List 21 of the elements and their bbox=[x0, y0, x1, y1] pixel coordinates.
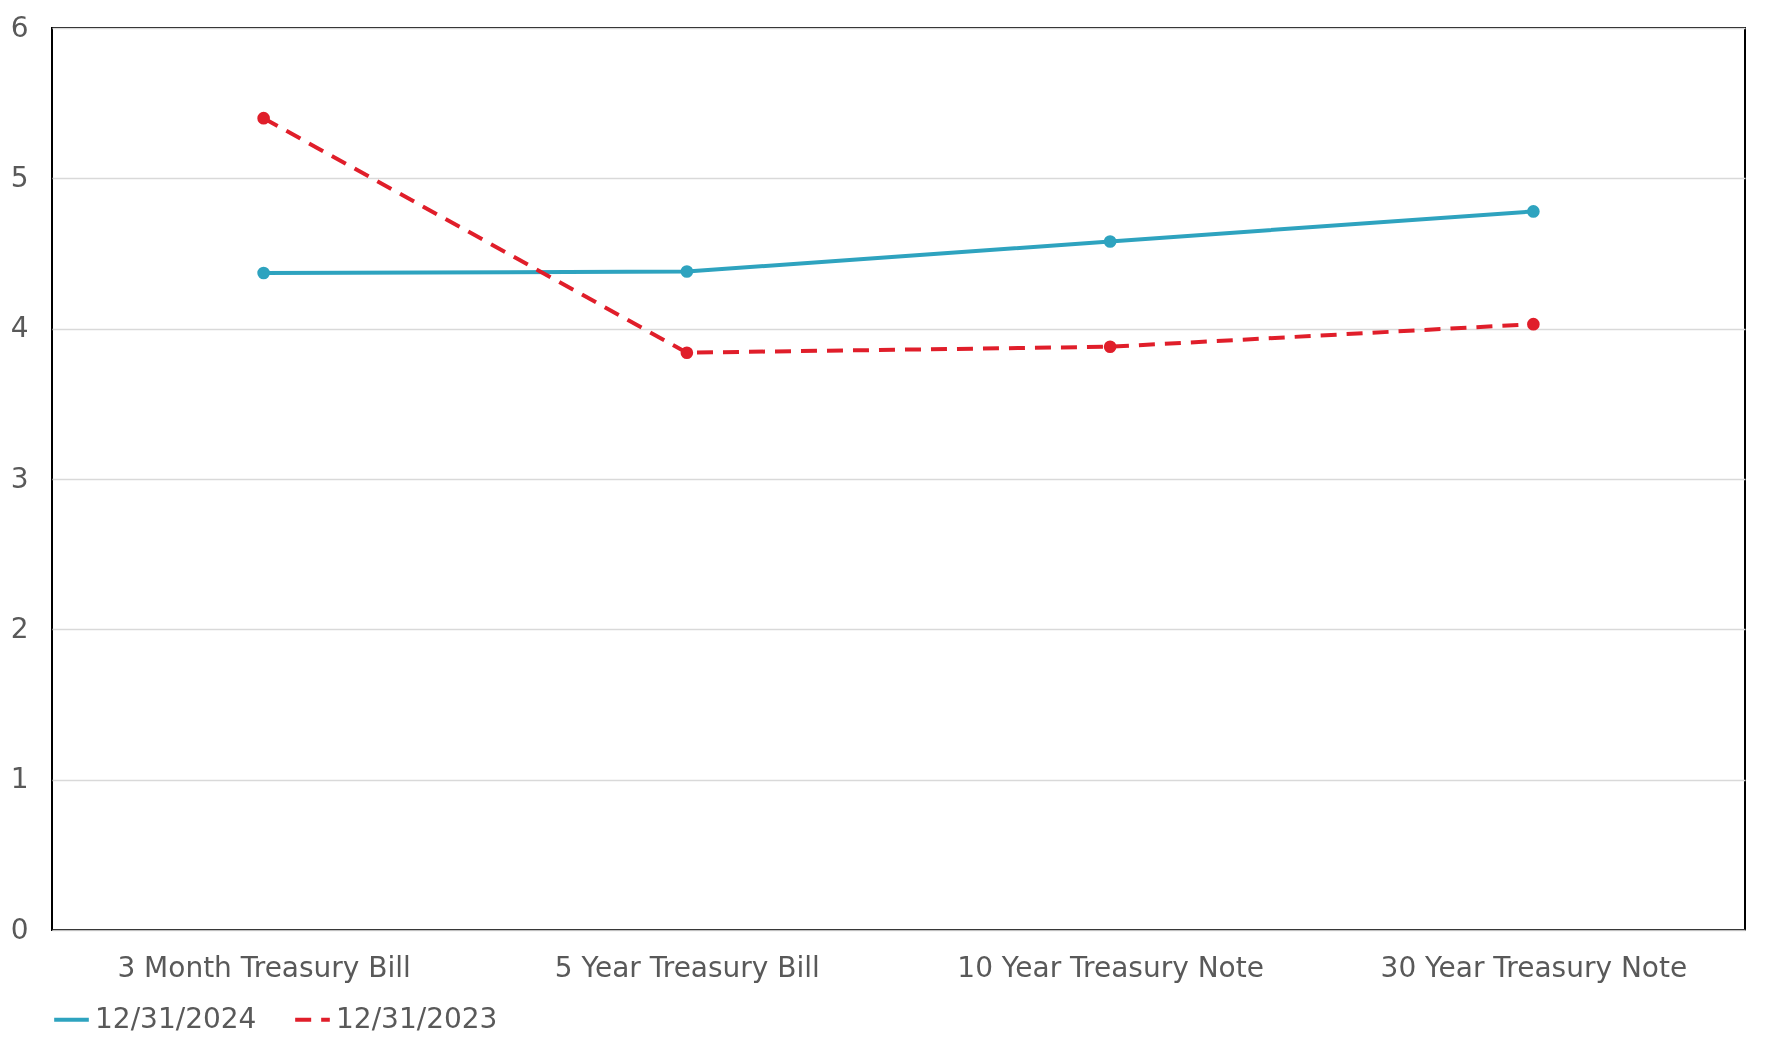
point bbox=[257, 111, 270, 125]
y-tick-label: 1 bbox=[10, 762, 29, 796]
point bbox=[1527, 205, 1540, 218]
x-tick-label: 30 Year Treasury Note bbox=[1380, 950, 1688, 984]
legend-label: 12/31/2024 bbox=[95, 1001, 257, 1035]
point bbox=[257, 266, 270, 280]
y-tick-label: 6 bbox=[10, 10, 29, 44]
x-tick-label: 5 Year Treasury Bill bbox=[554, 950, 820, 984]
y-tick-label: 0 bbox=[10, 912, 29, 946]
point bbox=[680, 346, 694, 360]
y-tick-label: 2 bbox=[10, 611, 29, 645]
x-tick-label: 10 Year Treasury Note bbox=[957, 950, 1264, 984]
y-tick-label: 5 bbox=[10, 160, 29, 194]
x-tick-label: 3 Month Treasury Bill bbox=[117, 950, 411, 984]
point bbox=[680, 265, 694, 278]
legend-label: 12/31/2023 bbox=[336, 1001, 498, 1035]
point bbox=[1527, 317, 1540, 331]
y-tick-label: 3 bbox=[10, 461, 29, 495]
y-tick-label: 4 bbox=[10, 311, 29, 345]
point bbox=[1103, 340, 1117, 354]
point bbox=[1103, 235, 1117, 248]
